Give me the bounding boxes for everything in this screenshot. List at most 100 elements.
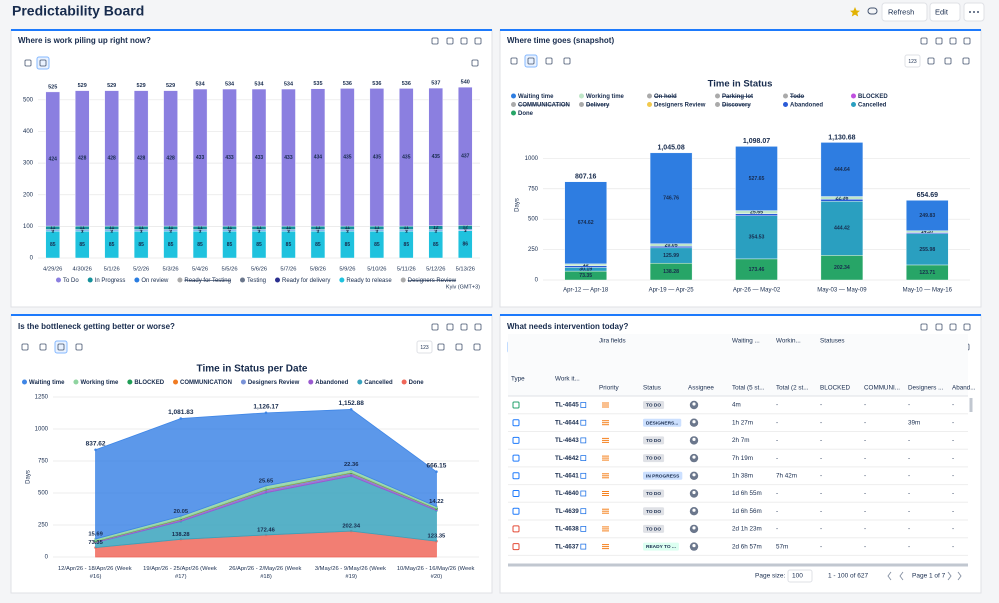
icon[interactable] <box>446 37 454 45</box>
legend-label[interactable]: Discovery <box>722 102 751 108</box>
icon[interactable] <box>935 37 943 45</box>
column-header[interactable]: Aband... <box>952 385 976 392</box>
icon[interactable] <box>510 57 518 65</box>
external-link[interactable] <box>580 437 587 444</box>
external-link[interactable] <box>580 472 587 479</box>
legend-label[interactable]: Done <box>409 380 425 386</box>
legend-label[interactable]: Designers Review <box>408 278 457 284</box>
legend-label[interactable]: On review <box>141 278 169 284</box>
legend-label[interactable]: Abandoned <box>790 102 823 108</box>
star-button[interactable] <box>850 7 860 17</box>
legend-marker[interactable] <box>240 379 246 385</box>
badge-button[interactable] <box>904 54 921 68</box>
legend-label[interactable]: Done <box>518 111 534 117</box>
icon[interactable] <box>927 57 935 65</box>
column-header[interactable]: Work it... <box>555 376 580 383</box>
issue-key[interactable]: TL-4638 <box>555 526 579 533</box>
icon[interactable] <box>474 323 482 331</box>
legend-marker[interactable] <box>22 379 27 385</box>
legend-marker[interactable] <box>851 93 856 99</box>
page-size[interactable]: 100 <box>792 573 803 580</box>
legend-label[interactable]: Testing <box>247 278 266 284</box>
legend-label[interactable]: COMMUNICATION <box>518 102 570 108</box>
icon[interactable] <box>471 59 479 67</box>
external-link[interactable] <box>580 543 587 550</box>
legend-marker[interactable] <box>579 93 584 99</box>
icon[interactable] <box>21 343 29 351</box>
legend-marker[interactable] <box>134 277 140 283</box>
legend-marker[interactable] <box>87 277 93 283</box>
icon[interactable] <box>949 323 957 331</box>
legend-label[interactable]: Waiting time <box>29 380 65 386</box>
column-header[interactable]: BLOCKED <box>820 385 851 392</box>
icon[interactable] <box>460 37 468 45</box>
icon[interactable] <box>474 37 482 45</box>
legend-marker[interactable] <box>647 93 652 99</box>
legend-marker[interactable] <box>783 93 788 99</box>
pager-arrow[interactable] <box>947 571 952 581</box>
external-link[interactable] <box>580 490 587 497</box>
external-link[interactable] <box>580 455 587 461</box>
toolbar-button[interactable] <box>524 54 538 68</box>
toolbar-button[interactable] <box>36 56 50 70</box>
legend-marker[interactable] <box>511 93 516 99</box>
legend-marker[interactable] <box>715 93 720 99</box>
column-header[interactable]: Type <box>511 376 525 383</box>
badge-button[interactable] <box>416 340 433 354</box>
legend-marker[interactable] <box>851 102 856 107</box>
icon[interactable] <box>920 323 928 331</box>
pager-arrow[interactable] <box>887 571 892 581</box>
external-link[interactable] <box>580 419 587 426</box>
legend-marker[interactable] <box>239 277 245 283</box>
icon[interactable] <box>460 323 468 331</box>
legend-marker[interactable] <box>173 379 179 385</box>
legend-label[interactable]: Ready for delivery <box>282 278 330 284</box>
icon[interactable] <box>39 343 47 351</box>
legend-label[interactable]: Delivery <box>586 102 610 108</box>
column-header[interactable]: Designers ... <box>908 385 944 392</box>
legend-label[interactable]: Cancelled <box>364 380 393 386</box>
icon[interactable] <box>963 37 971 45</box>
legend-label[interactable]: Designers Review <box>248 380 300 386</box>
legend-label[interactable]: In Progress <box>95 278 126 284</box>
legend-marker[interactable] <box>127 379 133 385</box>
legend-marker[interactable] <box>73 379 79 385</box>
icon[interactable] <box>431 323 439 331</box>
legend-label[interactable]: BLOCKED <box>858 94 888 100</box>
icon[interactable] <box>527 57 535 65</box>
toolbar-button[interactable] <box>54 340 68 354</box>
issue-key[interactable]: TL-4642 <box>555 455 579 462</box>
icon[interactable] <box>57 343 65 351</box>
legend-marker[interactable] <box>56 277 61 283</box>
icon[interactable] <box>431 37 439 45</box>
legend-marker[interactable] <box>308 379 314 385</box>
legend-marker[interactable] <box>401 379 407 385</box>
icon[interactable] <box>920 37 928 45</box>
legend-label[interactable]: Ready for Testing <box>184 278 231 284</box>
page-size-select[interactable] <box>787 569 813 583</box>
column-header[interactable]: Total (5 st... <box>732 385 765 392</box>
legend-marker[interactable] <box>647 102 652 107</box>
legend-marker[interactable] <box>511 110 516 116</box>
issue-key[interactable]: TL-4640 <box>555 490 579 497</box>
external-link[interactable] <box>580 508 587 515</box>
pager-arrow[interactable] <box>957 571 962 581</box>
icon[interactable] <box>563 57 571 65</box>
legend-marker[interactable] <box>400 277 406 283</box>
column-header[interactable]: Assignee <box>688 385 714 392</box>
icon[interactable] <box>75 343 83 351</box>
legend-label[interactable]: BLOCKED <box>134 380 164 386</box>
legend-marker[interactable] <box>339 277 345 283</box>
legend-label[interactable]: Parking lot <box>722 94 753 100</box>
issue-key[interactable]: TL-4645 <box>555 402 579 409</box>
column-header[interactable]: Status <box>643 385 661 392</box>
icon[interactable] <box>944 57 952 65</box>
legend-marker[interactable] <box>177 277 183 283</box>
legend-label[interactable]: Designers Review <box>654 102 706 108</box>
legend-label[interactable]: Ready to release <box>346 278 392 284</box>
external-link[interactable] <box>580 526 587 532</box>
legend-label[interactable]: COMMUNICATION <box>180 380 232 386</box>
icon[interactable] <box>935 323 943 331</box>
icon[interactable] <box>962 57 970 65</box>
legend-marker[interactable] <box>783 102 788 107</box>
